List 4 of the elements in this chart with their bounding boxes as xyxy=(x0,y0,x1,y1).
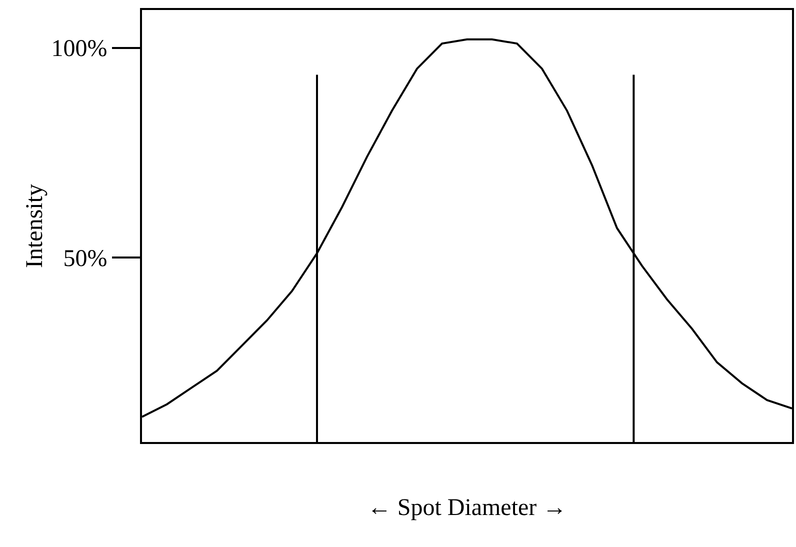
y-tick-label: 50% xyxy=(63,246,108,272)
x-axis-title: ← Spot Diameter → xyxy=(367,494,567,521)
y-tick-label: 100% xyxy=(51,36,108,62)
y-axis-title: Intensity xyxy=(22,184,48,268)
